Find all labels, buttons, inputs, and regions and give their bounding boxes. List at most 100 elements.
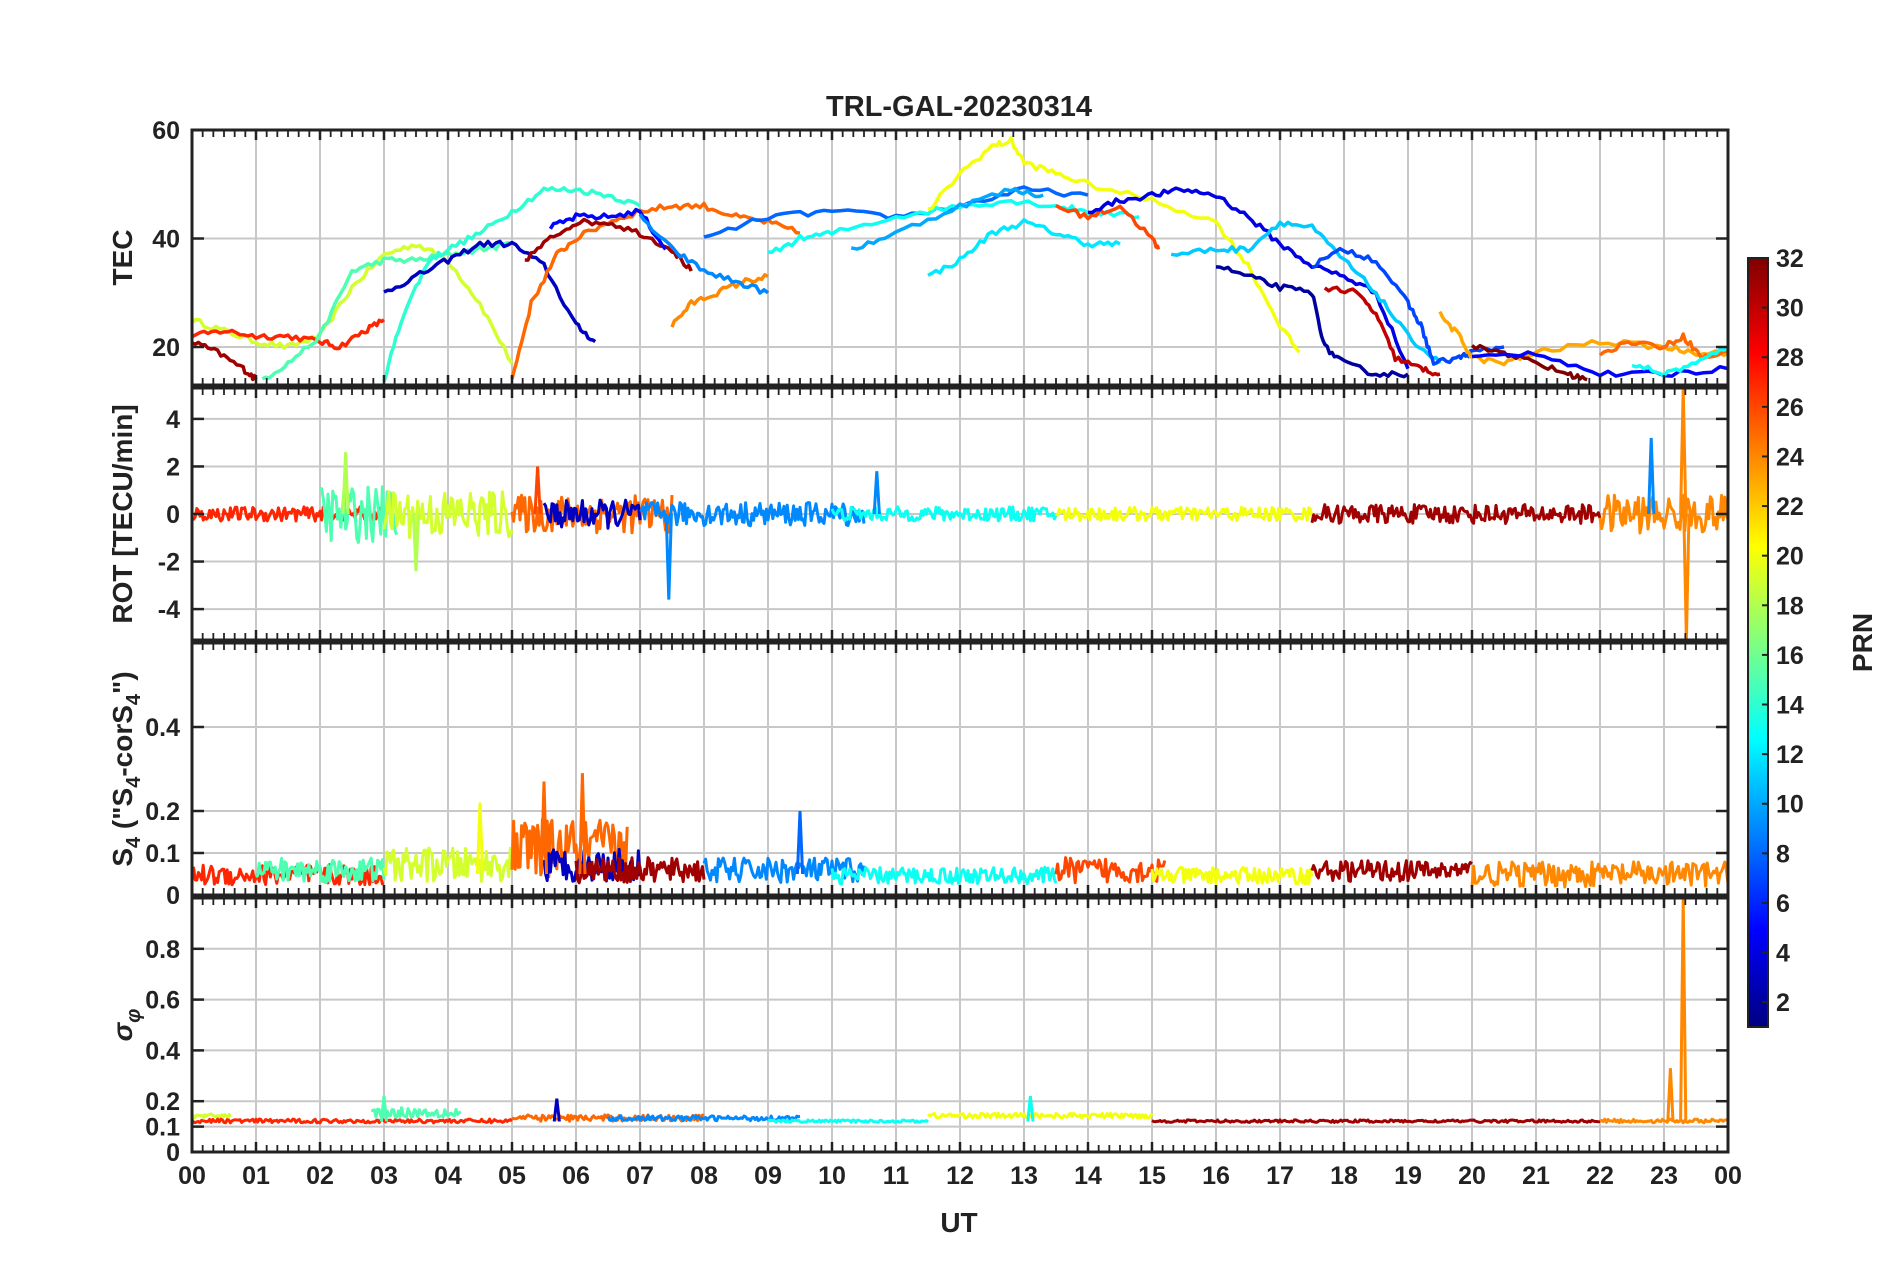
colorbar-tick-label: 30 (1776, 295, 1804, 323)
data-sigma_phi (192, 898, 1728, 1125)
x-tick-label: 03 (370, 1162, 398, 1190)
rot-spike-7 (1682, 513, 1691, 640)
x-tick-label: 23 (1650, 1162, 1678, 1190)
x-ticks-rot (190, 388, 1730, 640)
colorbar-tick-label: 14 (1776, 692, 1804, 720)
tec-series-prn-3-5 (383, 239, 597, 344)
colorbar-label: PRN (1847, 613, 1878, 672)
tec-series-prn-31-7 (524, 217, 693, 272)
x-tick-label: 12 (946, 1162, 974, 1190)
s4-trace-prn-31-5 (574, 856, 706, 885)
rot-spike-3 (664, 513, 673, 600)
y-tick-label-sigma_phi: 0.1 (145, 1114, 180, 1142)
tec-series-prn-26-16 (1055, 203, 1161, 250)
tec-series-prn-27-1 (192, 318, 385, 351)
sigma_phi-spike-3 (1666, 1068, 1675, 1122)
ylabel-part: σ (107, 1021, 138, 1041)
y-axis-label-tec: TEC (107, 230, 138, 286)
sigma_phi-trace-prn-20-6 (926, 1111, 1154, 1120)
x-tick-label: 22 (1586, 1162, 1614, 1190)
rot-trace-prn-19-2 (382, 490, 514, 540)
tec-series-prn-4-17 (1087, 186, 1410, 370)
x-tick-label: 14 (1074, 1162, 1102, 1190)
y-tick-label-s4: 0.2 (145, 798, 180, 826)
tec-series-prn-32-23 (1470, 343, 1588, 382)
x-ticks-s4 (190, 643, 1730, 897)
colorbar-tick-label: 16 (1776, 642, 1804, 670)
rot-trace-prn-24-9 (1598, 493, 1728, 535)
colorbar-tick-label: 26 (1776, 394, 1804, 422)
panel-s4: 00.10.20.4S4 ("S4-corS4") (107, 641, 1730, 910)
sigma_phi-spike-1 (552, 1098, 561, 1122)
sigma_phi-spike-4 (1679, 898, 1688, 1122)
colorbar-tick-label: 6 (1776, 890, 1790, 918)
tec-series-prn-13-26 (1631, 345, 1728, 378)
tec-series-prn-31-2 (192, 340, 258, 382)
colorbar-gradient (1747, 257, 1769, 1028)
tec-series-prn-2-19 (1215, 265, 1409, 379)
sigma_phi-trace-prn-19-0 (192, 1112, 232, 1120)
y-tick-label-sigma_phi: 0.8 (145, 936, 180, 964)
x-tick-label: 04 (434, 1162, 462, 1190)
ylabel-part: S (107, 848, 138, 867)
rot-trace-prn-13-6 (830, 505, 1058, 523)
s4-trace-prn-24-11 (1470, 860, 1728, 889)
x-ticks-tec (190, 128, 1730, 385)
s4-trace-prn-9-6 (702, 856, 866, 884)
x-tick-label: 11 (883, 1162, 910, 1190)
rot-trace-prn-15-1 (320, 485, 399, 544)
s4-spike-2 (578, 773, 587, 875)
ylabel-sub: 4 (123, 836, 145, 848)
s4-spike-1 (539, 781, 549, 875)
tec-series-prn-10-13 (850, 186, 1044, 251)
y-tick-label-rot: -2 (158, 549, 180, 577)
y-tick-label-s4: 0.4 (145, 714, 180, 742)
y-tick-label-s4: 0.1 (145, 840, 180, 868)
x-tick-label: 07 (626, 1162, 654, 1190)
rot-trace-prn-20-7 (1055, 505, 1314, 523)
colorbar-tick-label: 32 (1776, 245, 1804, 273)
rot-trace-prn-3-4 (542, 498, 642, 530)
x-axis-label: UT (940, 1207, 977, 1238)
x-tick-label: 18 (1330, 1162, 1358, 1190)
rot-trace-prn-31-8 (1310, 503, 1602, 525)
sigma_phi-trace-prn-27-1 (192, 1117, 514, 1125)
x-tick-label: 01 (242, 1162, 270, 1190)
y-tick-label-rot: -4 (158, 596, 180, 624)
colorbar-tick-label: 2 (1776, 989, 1790, 1017)
x-tick-label: 20 (1458, 1162, 1486, 1190)
s4-trace-prn-13-7 (830, 865, 1058, 886)
colorbar-tick-label: 18 (1776, 592, 1804, 620)
rot-spike-4 (872, 471, 881, 515)
x-tick-label: 00 (178, 1162, 206, 1190)
s4-spike-3 (795, 810, 805, 875)
panel-rot: -4 -2 0 2 4 ROT [TECU/min] (107, 386, 1730, 642)
tec-series-prn-12-14 (927, 218, 1121, 277)
x-tick-label: 08 (690, 1162, 718, 1190)
data-tec (192, 136, 1728, 382)
ylabel-part: -corS (107, 705, 138, 777)
colorbar-tick-label: 24 (1776, 443, 1804, 471)
panel-tec: 20 40 60 TEC (107, 117, 1730, 387)
ylabel-part: ") (107, 671, 138, 694)
s4-trace-prn-20-9 (1150, 865, 1314, 886)
colorbar-tick-label: 4 (1776, 940, 1790, 968)
y-tick-label-sigma_phi: 0 (166, 1139, 180, 1167)
s4-trace-prn-19-2 (382, 846, 514, 883)
x-tick-label: 09 (754, 1162, 782, 1190)
tec-series-prn-30-21 (1323, 285, 1441, 377)
rot-spike-5 (1647, 437, 1656, 515)
panel-sigma_phi: 00.10.2 0.4 0.6 0.8 σφ 00 01 02 03 04 05 06 07 08 09 10… (107, 896, 1742, 1190)
y-tick-label-sigma_phi: 0.6 (145, 987, 180, 1015)
tec-series-prn-7-20 (1311, 246, 1505, 366)
colorbar-tick-label: 8 (1776, 840, 1790, 868)
colorbar-tick-label: 10 (1776, 791, 1804, 819)
y-tick-label-sigma_phi: 0.4 (145, 1037, 180, 1065)
ylabel-part: ("S (107, 788, 138, 837)
ylabel-sub: φ (123, 1009, 145, 1023)
sigma_phi-trace-prn-31-7 (1151, 1118, 1601, 1124)
sigma_phi-trace-prn-24-8 (1599, 1117, 1728, 1125)
y-tick-label-tec: 20 (152, 334, 180, 362)
x-tick-label: 17 (1266, 1162, 1294, 1190)
y-tick-label-s4: 0 (166, 882, 180, 910)
